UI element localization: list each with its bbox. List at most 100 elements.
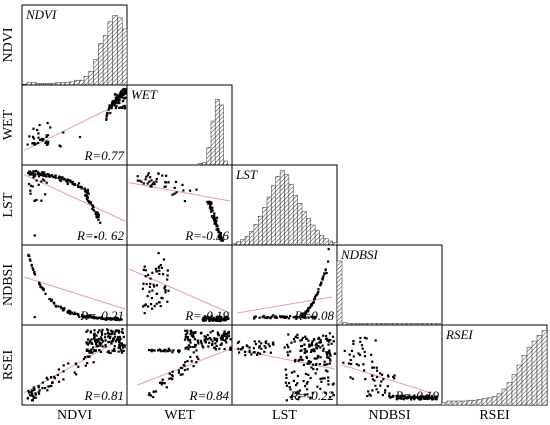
scatter-point xyxy=(144,275,147,278)
scatter-point xyxy=(107,335,110,338)
scatter-point xyxy=(32,173,35,177)
correlation-label: R=-0.22 xyxy=(289,388,334,403)
scatter-point xyxy=(91,316,94,319)
scatter-point xyxy=(294,392,297,395)
scatter-point xyxy=(157,172,160,175)
diagonal-label: NDBSI xyxy=(340,247,379,262)
scatter-point xyxy=(105,118,108,121)
scatter-point xyxy=(316,356,320,359)
scatter-point xyxy=(258,346,261,349)
scatter-point xyxy=(265,340,268,343)
scatter-point xyxy=(215,344,218,348)
scatter-point xyxy=(31,142,34,145)
histogram-bar xyxy=(310,224,316,246)
scatter-point xyxy=(304,348,307,351)
scatter-point xyxy=(309,360,312,364)
scatter-point xyxy=(289,396,292,399)
scatter-point xyxy=(219,336,222,339)
scatter-point xyxy=(27,389,30,393)
scatter-point xyxy=(117,329,120,332)
scatter-point xyxy=(297,392,300,395)
scatter-point xyxy=(57,368,60,371)
scatter-point xyxy=(192,345,195,349)
scatter-point xyxy=(96,215,99,218)
scatter-point xyxy=(209,204,212,207)
fit-line xyxy=(23,336,126,394)
scatter-point xyxy=(426,395,429,398)
histogram-bar xyxy=(506,382,513,406)
scatter-point xyxy=(169,349,172,352)
scatter-point xyxy=(177,349,180,353)
scatter-point xyxy=(298,395,301,399)
scatter-point xyxy=(381,373,384,376)
scatter-point xyxy=(177,369,180,372)
scatter-point xyxy=(317,288,320,291)
scatter-point xyxy=(119,337,122,341)
scatter-point xyxy=(252,351,255,354)
scatter-point xyxy=(109,335,112,338)
scatter-point xyxy=(148,392,151,395)
scatter-point xyxy=(150,184,153,187)
histogram-bar xyxy=(279,170,285,246)
scatter-point xyxy=(97,213,101,217)
histogram-bar xyxy=(258,215,263,246)
scatter-point xyxy=(113,347,116,350)
histogram-bar xyxy=(441,402,448,406)
scatter-point xyxy=(84,194,87,197)
scatter-point xyxy=(304,316,307,319)
scatter-point xyxy=(325,351,328,354)
scatter-point xyxy=(98,342,101,345)
scatter-point xyxy=(322,347,325,350)
scatter-point xyxy=(383,391,387,394)
scatter-point xyxy=(94,340,97,343)
scatter-point xyxy=(118,335,121,338)
scatter-point xyxy=(36,170,39,173)
scatter-point xyxy=(284,316,287,319)
histogram-bar xyxy=(521,355,528,406)
scatter-point xyxy=(169,377,172,380)
scatter-point xyxy=(86,362,89,365)
scatter-point xyxy=(315,343,318,346)
scatter-point xyxy=(319,283,322,286)
scatter-point xyxy=(224,332,227,336)
scatter-point xyxy=(72,183,75,186)
scatter-point xyxy=(215,318,218,321)
scatter-point xyxy=(229,338,232,341)
scatter-point xyxy=(87,343,90,346)
scatter-point xyxy=(27,253,30,256)
scatter-point xyxy=(319,346,322,349)
scatter-point xyxy=(116,329,119,332)
scatter-point xyxy=(34,169,37,172)
scatter-point xyxy=(327,356,330,359)
scatter-point xyxy=(100,317,103,320)
scatter-point xyxy=(149,282,152,285)
scatter-point xyxy=(89,201,92,204)
scatter-point xyxy=(216,225,219,228)
scatter-point xyxy=(92,361,95,364)
scatter-point xyxy=(149,176,152,179)
scatter-point xyxy=(208,341,211,344)
scatter-point xyxy=(110,107,113,110)
scatter-point xyxy=(286,351,289,354)
scatter-point xyxy=(83,188,86,191)
scatter-point xyxy=(301,316,304,319)
scatter-point xyxy=(305,382,308,385)
scatter-point xyxy=(69,179,72,182)
cell-ndbsi-vs-lst: R=0.08 xyxy=(231,244,338,326)
scatter-point xyxy=(26,143,29,146)
scatter-point xyxy=(122,335,125,338)
scatter-point xyxy=(203,339,206,342)
scatter-point xyxy=(311,340,314,343)
scatter-point xyxy=(297,359,300,362)
scatter-point xyxy=(323,377,326,380)
scatter-point xyxy=(113,335,116,338)
scatter-point xyxy=(325,337,328,340)
scatter-point xyxy=(120,318,123,321)
scatter-point xyxy=(326,356,329,359)
histogram-bar xyxy=(240,239,246,246)
scatter-point xyxy=(77,182,81,185)
scatter-point xyxy=(159,264,162,267)
scatter-point xyxy=(155,292,159,295)
scatter-point xyxy=(210,201,213,204)
scatter-point xyxy=(319,387,322,390)
